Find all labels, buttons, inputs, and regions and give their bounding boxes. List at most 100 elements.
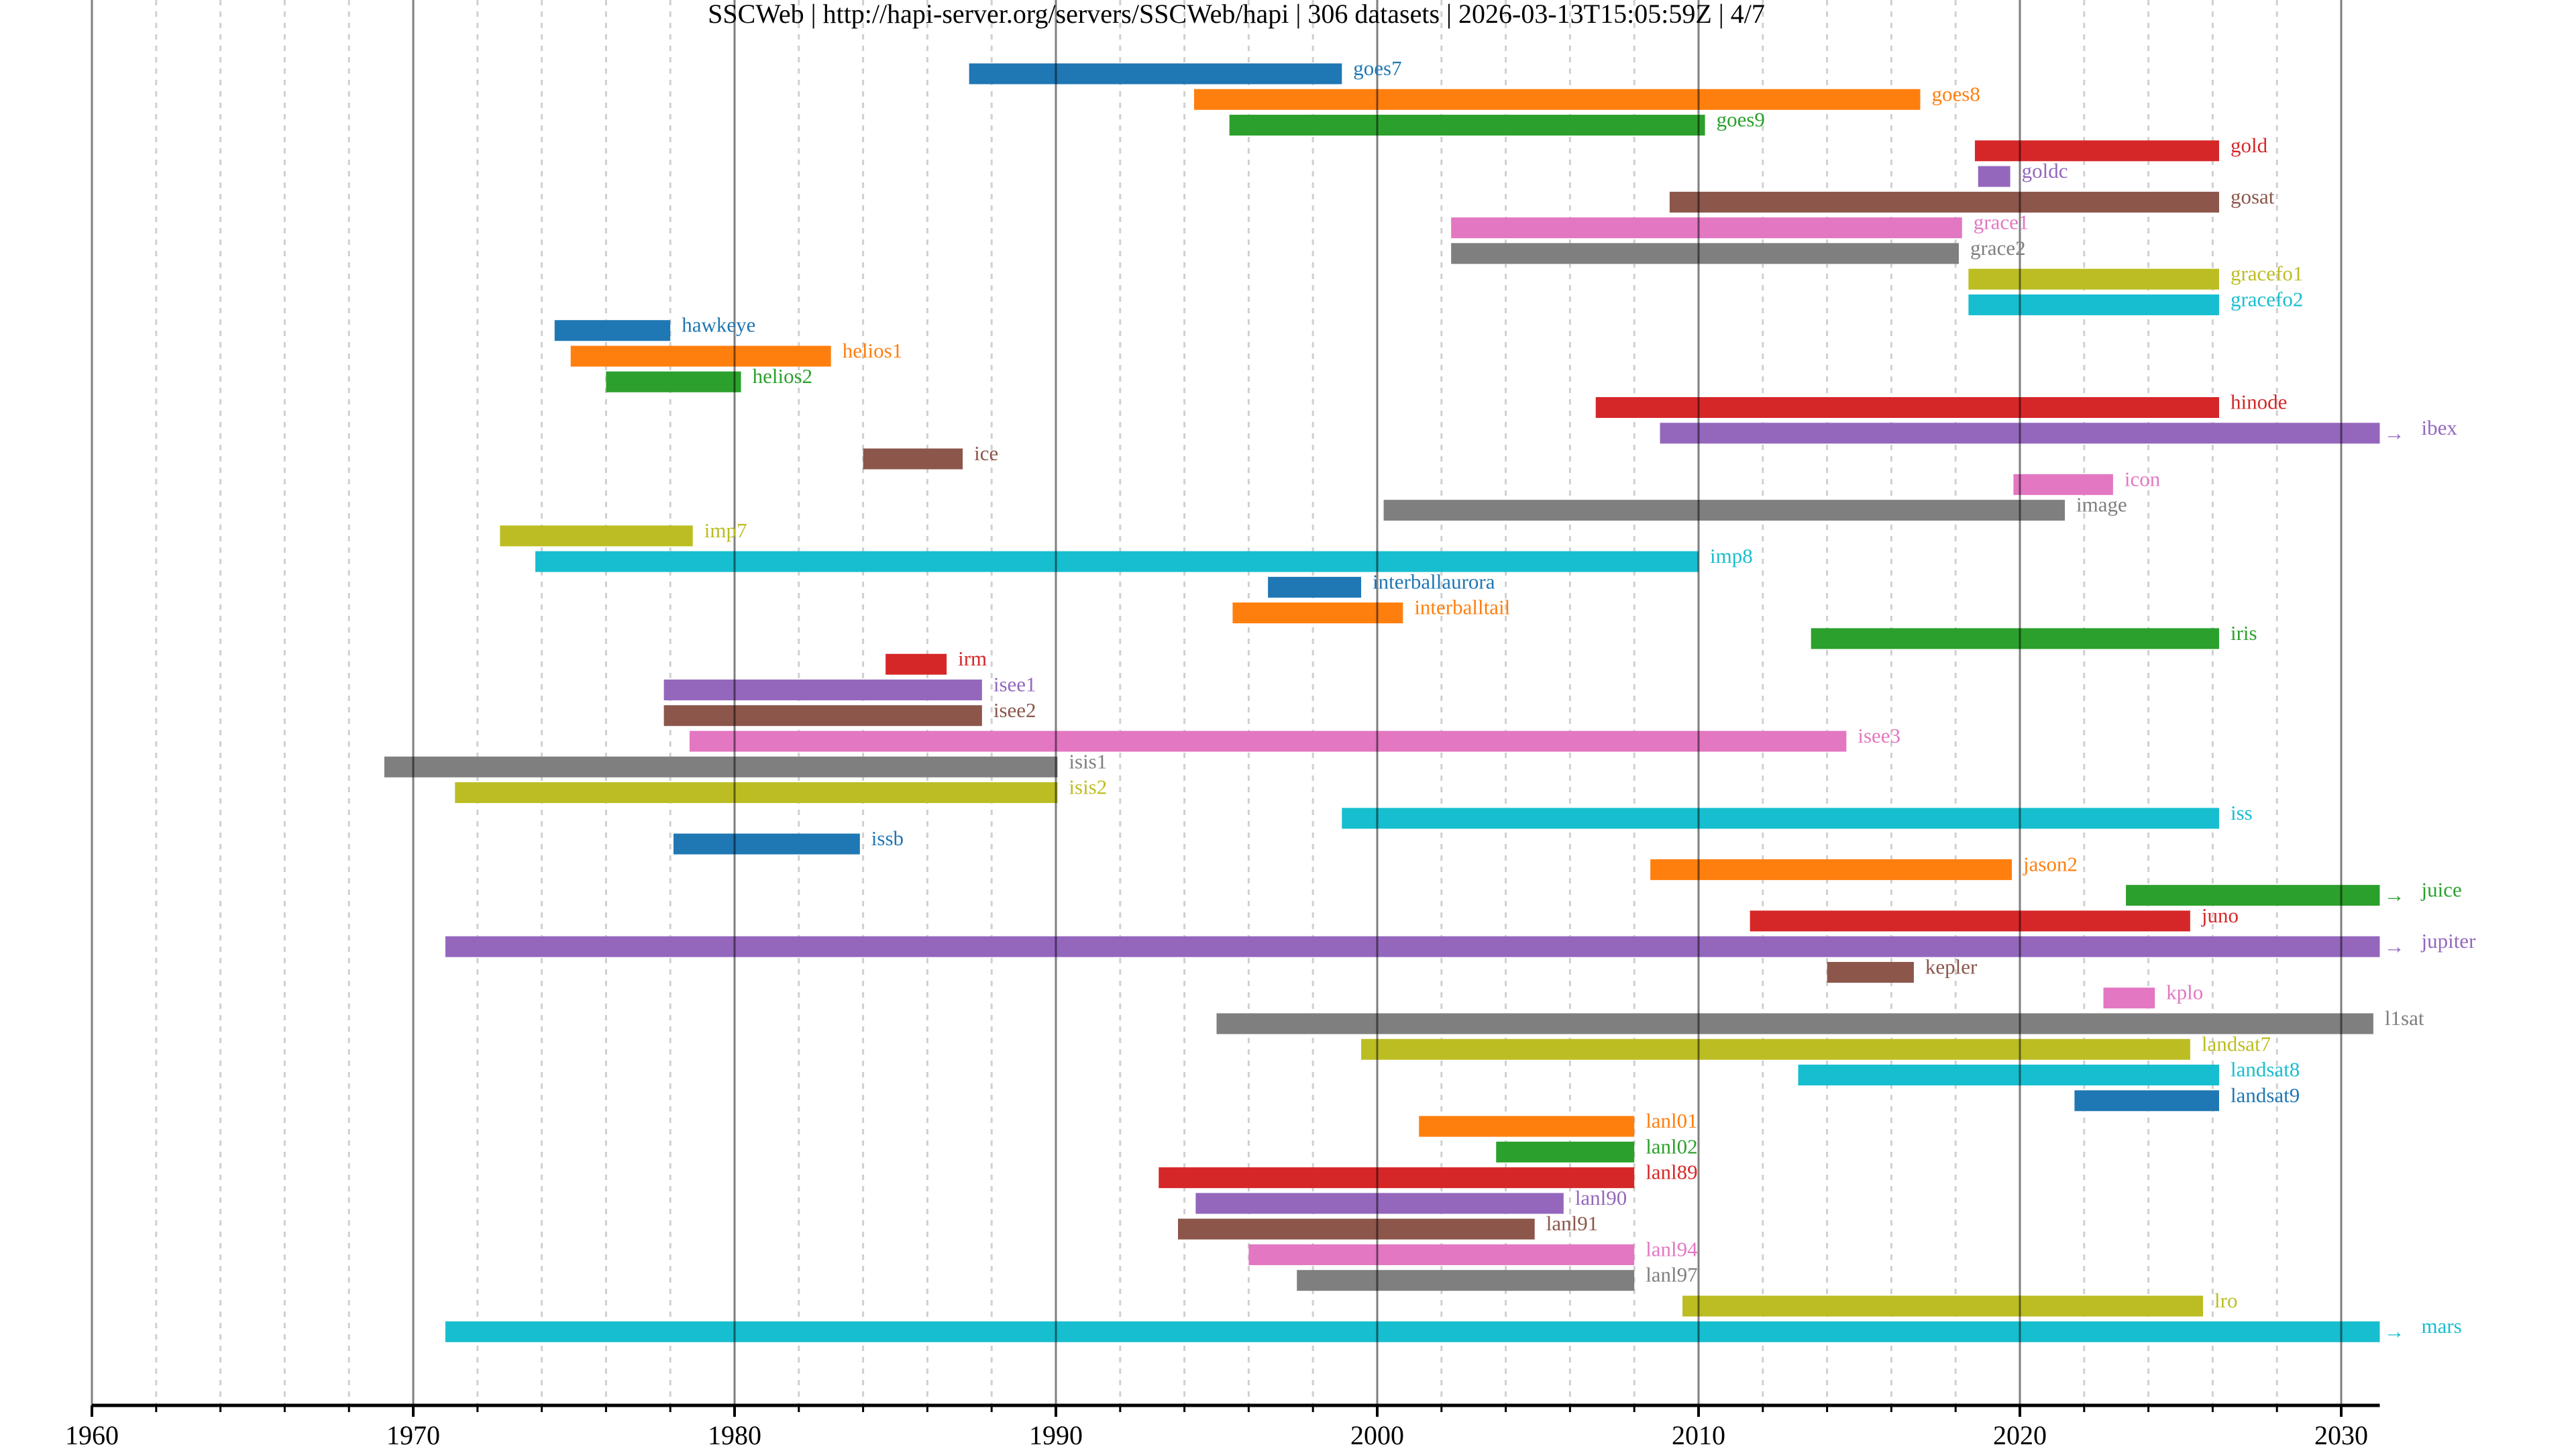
dataset-labels: goes7goes8goes9goldgoldcgosatgrace1grace… bbox=[682, 56, 2476, 1343]
bar-hawkeye bbox=[554, 320, 671, 341]
bar-label-lanl94: lanl94 bbox=[1646, 1237, 1698, 1260]
bar-lanl90 bbox=[1195, 1193, 1564, 1214]
tick-label: 1970 bbox=[386, 1420, 440, 1449]
tick-label: 2020 bbox=[1993, 1420, 2047, 1449]
bar-goes7 bbox=[969, 63, 1342, 85]
bar-iss bbox=[1342, 808, 2219, 829]
bar-gosat bbox=[1669, 191, 2219, 213]
bar-label-mars: mars bbox=[2421, 1314, 2461, 1338]
bar-helios1 bbox=[570, 345, 831, 367]
bar-label-grace1: grace1 bbox=[1974, 211, 2029, 234]
bar-label-gracefo1: gracefo1 bbox=[2231, 262, 2303, 285]
dataset-bars bbox=[384, 63, 2380, 1342]
bar-mars bbox=[445, 1321, 2380, 1342]
bar-label-hawkeye: hawkeye bbox=[682, 313, 755, 337]
bar-landsat8 bbox=[1798, 1065, 2219, 1086]
bar-label-landsat8: landsat8 bbox=[2231, 1058, 2300, 1081]
bar-label-lro: lro bbox=[2214, 1289, 2237, 1312]
bar-landsat9 bbox=[2074, 1090, 2219, 1112]
bar-imp7 bbox=[500, 525, 693, 547]
bar-goes9 bbox=[1229, 115, 1705, 136]
bar-label-ibex: ibex bbox=[2421, 416, 2457, 439]
bar-label-icon: icon bbox=[2125, 467, 2161, 490]
bar-label-interballaurora: interballaurora bbox=[1373, 570, 1495, 593]
bar-label-lanl90: lanl90 bbox=[1575, 1186, 1627, 1210]
x-axis: 1960 1970 1980 1990 2000 2010 2020 2030 bbox=[65, 1403, 2380, 1449]
bar-jupiter bbox=[445, 936, 2380, 957]
bar-label-helios2: helios2 bbox=[753, 364, 813, 388]
chart-title: SSCWeb | http://hapi-server.org/servers/… bbox=[708, 0, 1765, 29]
bar-label-landsat9: landsat9 bbox=[2231, 1083, 2300, 1107]
bar-image bbox=[1383, 500, 2065, 521]
tick-label: 1990 bbox=[1029, 1420, 1083, 1449]
bar-label-lanl02: lanl02 bbox=[1646, 1134, 1698, 1158]
bar-label-iris: iris bbox=[2231, 621, 2257, 645]
bar-label-jason2: jason2 bbox=[2023, 852, 2078, 875]
tick-label: 2010 bbox=[1672, 1420, 1725, 1449]
bar-lanl91 bbox=[1178, 1218, 1535, 1240]
bar-isis1 bbox=[384, 756, 1058, 777]
bar-lanl02 bbox=[1496, 1141, 1635, 1163]
bar-lanl97 bbox=[1297, 1270, 1635, 1291]
bar-lro bbox=[1682, 1295, 2204, 1317]
bar-label-gracefo2: gracefo2 bbox=[2231, 287, 2303, 311]
bar-label-gosat: gosat bbox=[2231, 184, 2275, 208]
bar-label-hinode: hinode bbox=[2231, 390, 2287, 414]
bar-gracefo2 bbox=[1968, 294, 2219, 315]
bar-hinode bbox=[1595, 397, 2219, 419]
bar-label-isis2: isis2 bbox=[1069, 775, 1107, 799]
bar-label-goes8: goes8 bbox=[1932, 82, 1980, 105]
bar-label-gold: gold bbox=[2231, 133, 2268, 157]
bar-lanl89 bbox=[1159, 1167, 1635, 1189]
bar-isee1 bbox=[663, 679, 982, 700]
bar-label-juice: juice bbox=[2420, 878, 2461, 902]
bar-irm bbox=[885, 653, 947, 675]
bar-grace1 bbox=[1451, 217, 1962, 239]
bar-kplo bbox=[2103, 987, 2155, 1009]
bar-label-isis1: isis1 bbox=[1069, 749, 1107, 773]
bar-label-jupiter: jupiter bbox=[2420, 929, 2476, 953]
bar-l1sat bbox=[1216, 1013, 2373, 1034]
bar-label-lanl97: lanl97 bbox=[1646, 1263, 1698, 1287]
bar-isee2 bbox=[663, 705, 982, 727]
bar-interballaurora bbox=[1268, 576, 1362, 598]
bar-label-iss: iss bbox=[2231, 801, 2253, 824]
bar-interballtail bbox=[1232, 602, 1403, 624]
bar-label-goes7: goes7 bbox=[1353, 56, 1401, 80]
bar-label-juno: juno bbox=[2201, 904, 2239, 927]
bar-label-landsat7: landsat7 bbox=[2202, 1032, 2271, 1055]
major-gridlines bbox=[91, 0, 2343, 1405]
bar-grace2 bbox=[1451, 243, 1959, 264]
bar-ice bbox=[863, 448, 963, 470]
bar-label-isee1: isee1 bbox=[994, 672, 1036, 696]
bar-kepler bbox=[1827, 961, 1914, 983]
ongoing-arrow-icon: → bbox=[2383, 421, 2404, 445]
bar-imp8 bbox=[535, 551, 1699, 572]
ongoing-arrow-icon: → bbox=[2383, 1320, 2404, 1343]
bar-juno bbox=[1750, 910, 2190, 932]
bar-label-imp7: imp7 bbox=[704, 519, 747, 542]
tick-label: 2030 bbox=[2314, 1420, 2368, 1449]
bar-label-l1sat: l1sat bbox=[2385, 1006, 2424, 1030]
bar-landsat7 bbox=[1361, 1038, 2190, 1060]
bar-iris bbox=[1811, 628, 2219, 649]
bar-helios2 bbox=[606, 371, 741, 392]
bar-lanl01 bbox=[1419, 1116, 1635, 1137]
bar-label-image: image bbox=[2076, 493, 2127, 517]
bar-label-issb: issb bbox=[871, 826, 904, 850]
bar-label-lanl01: lanl01 bbox=[1646, 1109, 1698, 1132]
bar-label-isee2: isee2 bbox=[994, 698, 1036, 722]
bar-goldc bbox=[1978, 166, 2010, 187]
tick-label: 1960 bbox=[65, 1420, 119, 1449]
ongoing-arrow-icon: → bbox=[2383, 883, 2404, 907]
ongoing-arrow-icon: → bbox=[2383, 934, 2404, 958]
bar-isis2 bbox=[455, 782, 1058, 804]
bar-label-grace2: grace2 bbox=[1970, 236, 2026, 260]
bar-lanl94 bbox=[1248, 1244, 1635, 1265]
bar-label-helios1: helios1 bbox=[843, 339, 903, 362]
bar-jason2 bbox=[1650, 859, 2012, 880]
bar-label-kepler: kepler bbox=[1925, 955, 1978, 978]
bar-issb bbox=[673, 833, 860, 855]
bar-label-interballtail: interballtail bbox=[1414, 596, 1510, 619]
